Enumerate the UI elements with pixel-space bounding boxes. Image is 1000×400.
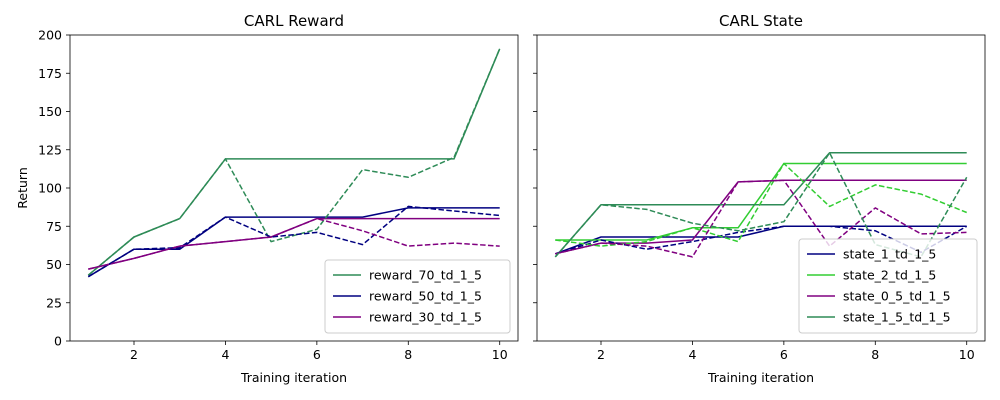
state_1_5_td_1_5-line <box>554 152 967 258</box>
legend: reward_70_td_1_5 reward_50_td_1_5 reward_3… <box>324 259 511 334</box>
series-6-dashed-line <box>555 179 967 258</box>
x-tick-label: 6 <box>313 347 321 362</box>
legend-box <box>798 238 978 334</box>
x-tick-label: 2 <box>597 347 605 362</box>
y-tick-label: 125 <box>38 142 62 157</box>
y-tick-label: 100 <box>38 181 62 196</box>
y-tick-label: 150 <box>38 104 62 119</box>
legend-label: state_2_td_1_5 <box>843 268 936 283</box>
y-tick-label: 50 <box>46 257 62 272</box>
series-3-dashed-line <box>87 48 501 276</box>
x-tick-label: 2 <box>130 347 138 362</box>
series-lines <box>87 48 501 278</box>
y-tick-label: 25 <box>46 295 62 310</box>
chart-title: CARL Reward <box>244 12 344 30</box>
y-tick-label: 0 <box>54 334 62 349</box>
x-tick-label: 4 <box>221 347 229 362</box>
x-tick-label: 10 <box>959 347 975 362</box>
x-tick-label: 8 <box>404 347 412 362</box>
legend-label: state_1_5_td_1_5 <box>843 310 951 325</box>
chart-title: CARL State <box>719 12 803 30</box>
x-tick-label: 4 <box>688 347 696 362</box>
x-axis-label: Training iteration <box>707 370 814 385</box>
state_0_5_td_1_5-line <box>555 179 967 255</box>
x-tick-label: 8 <box>871 347 879 362</box>
y-axis-label: Return <box>15 167 30 208</box>
legend-label: state_0_5_td_1_5 <box>843 289 951 304</box>
series-4-dashed-line <box>87 205 500 278</box>
legend-label: reward_50_td_1_5 <box>369 289 482 304</box>
x-tick-label: 10 <box>492 347 508 362</box>
state_2_td_1_5-line <box>555 162 967 241</box>
legend-box <box>324 259 511 334</box>
x-axis-label: Training iteration <box>240 370 347 385</box>
series-5-dashed-line <box>555 162 967 247</box>
legend-label: state_1_td_1_5 <box>843 247 936 262</box>
y-tick-label: 175 <box>38 66 62 81</box>
state_1_td_1_5-line <box>555 225 967 255</box>
chart-carl-reward: CARL Reward Training iteration Return 2 4… <box>15 12 519 385</box>
legend-label: reward_30_td_1_5 <box>369 310 482 325</box>
legend: state_1_td_1_5 state_2_td_1_5 state_0_5_td… <box>798 238 978 334</box>
chart-carl-state: CARL State Training iteration 2 4 6 8 10 stat… <box>533 12 986 385</box>
y-tick-label: 75 <box>46 219 62 234</box>
y-tick-label: 200 <box>38 28 62 43</box>
series-7-dashed-line <box>554 152 968 258</box>
legend-label: reward_70_td_1_5 <box>369 268 482 283</box>
x-tick-label: 6 <box>780 347 788 362</box>
series-5-dashed-line <box>88 217 500 270</box>
